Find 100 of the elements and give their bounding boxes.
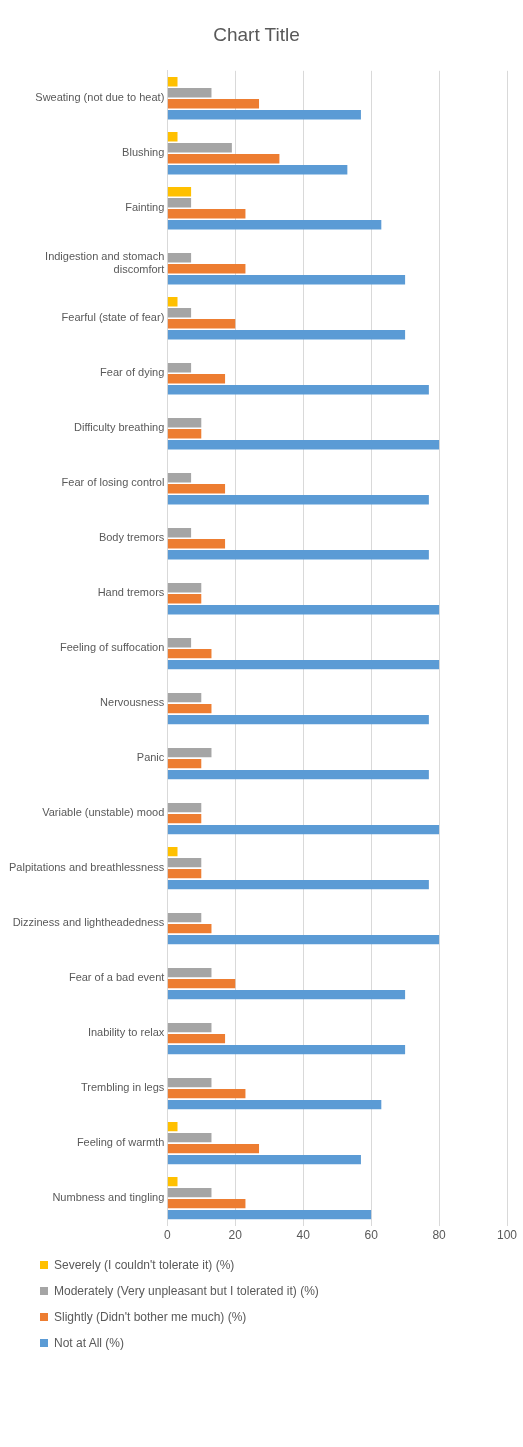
y-tick-label: Feeling of suffocation [59,641,165,654]
legend-label: Severely (I couldn't tolerate it) (%) [54,1258,235,1272]
x-tick-label: 60 [364,1228,379,1243]
y-tick-label: Inability to relax [87,1026,165,1039]
y-tick-label: Dizziness and lightheadedness [12,916,165,929]
bar [167,770,429,780]
bar [167,1121,178,1132]
bar [167,879,429,890]
bar [167,594,202,604]
bar [167,440,440,450]
y-tick-label: Variable (unstable) mood [42,806,165,819]
bar [167,583,202,593]
bar [167,154,280,164]
bar [167,1099,382,1110]
bar [167,308,192,318]
bar [167,857,202,868]
bar [167,374,226,384]
y-tick-label: Fear of dying [100,366,165,379]
bar [167,912,202,923]
bar [167,1033,226,1044]
bar [167,704,212,714]
bar [167,814,202,824]
bar [167,550,429,560]
bar [167,198,192,208]
bar [167,693,202,703]
bar [167,209,246,219]
x-tick-label: 40 [296,1228,311,1243]
y-tick-label: Fearful (state of fear) [61,311,165,324]
legend-label: Not at All (%) [54,1336,125,1350]
bar [167,759,202,769]
bar [167,1187,212,1198]
bar [167,264,246,274]
y-tick-label: Feeling of warmth [76,1136,165,1149]
bar [167,484,226,494]
x-tick-label: 20 [228,1228,243,1243]
bar [167,1132,212,1143]
bar [167,868,202,879]
x-tick-label: 80 [432,1228,447,1243]
bar [167,978,236,989]
bar [167,649,212,659]
bar [167,1022,212,1033]
bar [167,715,429,725]
x-tick-label: 100 [496,1228,518,1243]
y-tick-label: Palpitations and breathlessness [8,861,165,874]
bar [167,132,178,142]
bar [167,638,192,648]
bar [167,88,212,98]
bar [167,1198,246,1209]
bar [167,253,192,263]
bar [167,187,192,197]
y-tick-label: Difficulty breathing [74,421,165,434]
y-tick-label: Blushing [122,146,165,159]
y-tick-label: Sweating (not due to heat) [35,91,165,104]
legend-label: Moderately (Very unpleasant but I tolerated it) (%) [54,1284,319,1298]
bar [167,330,406,340]
bar [167,1143,260,1154]
bar [167,824,440,835]
bar [167,748,212,758]
bar [167,165,348,175]
y-tick-label: Indigestion and stomach discomfort [45,249,165,275]
bar [167,989,406,1000]
bar [167,803,202,813]
x-tick-label: 0 [163,1228,171,1243]
bar [167,605,440,615]
bar [167,385,429,395]
y-tick-label: Panic [136,751,165,764]
bar [167,99,260,109]
bar [167,923,212,934]
bar [167,418,202,428]
bar [167,660,440,670]
y-tick-label: Trembling in legs [80,1081,165,1094]
bar [167,275,406,285]
bar [167,1044,406,1055]
y-tick-label: Fear of a bad event [68,971,165,984]
y-tick-label: Hand tremors [97,586,165,599]
bar [167,297,178,307]
bar [167,934,440,945]
bar [167,1209,372,1220]
bar [167,495,429,505]
legend-label: Slightly (Didn't bother me much) (%) [54,1310,247,1324]
bar [167,846,178,857]
bar [167,1176,178,1187]
bar [167,528,192,538]
chart-title: Chart Title [213,23,300,45]
bar [167,1154,361,1165]
bar [167,967,212,978]
bar [167,110,361,120]
bar [167,1088,246,1099]
bar [167,143,232,153]
bar [167,220,382,230]
bar [167,363,192,373]
bar [167,539,226,549]
y-tick-label: Nervousness [100,696,165,709]
bar [167,429,202,439]
y-tick-label: Body tremors [98,531,165,544]
y-tick-label: Fainting [125,201,165,214]
bar [167,473,192,483]
bar [167,1077,212,1088]
y-tick-label: Fear of losing control [61,476,165,489]
bar [167,77,178,87]
